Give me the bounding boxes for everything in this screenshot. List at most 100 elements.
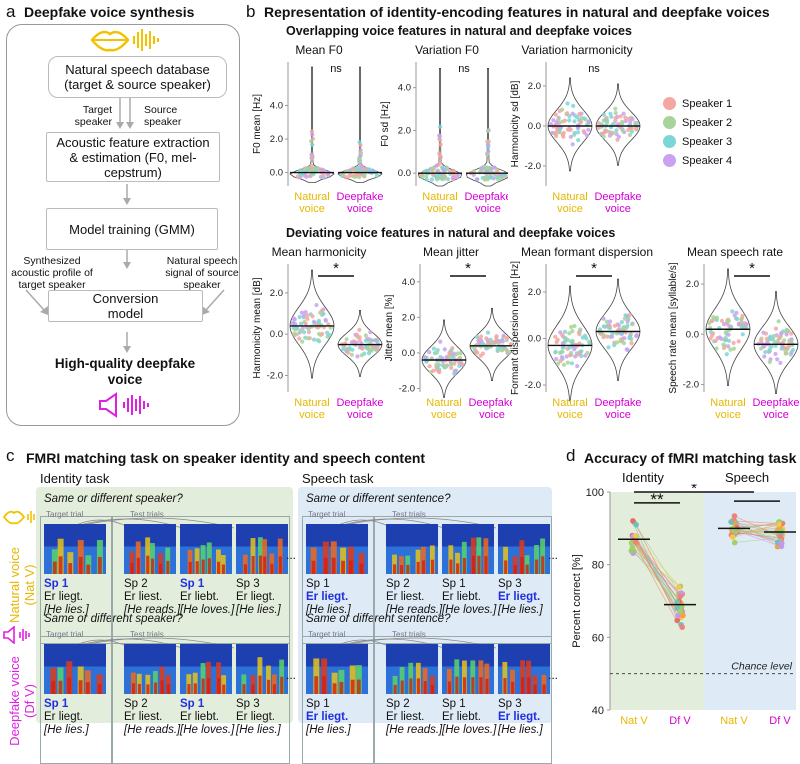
data-point bbox=[357, 157, 361, 161]
spectrogram bbox=[44, 524, 106, 574]
data-point bbox=[613, 107, 617, 111]
data-point bbox=[728, 519, 734, 525]
data-point bbox=[571, 142, 575, 146]
data-point bbox=[450, 346, 454, 350]
y-axis-label: Formant dispersion mean [Hz] bbox=[510, 261, 521, 395]
data-point bbox=[351, 167, 355, 171]
data-point bbox=[305, 317, 309, 321]
category-label: Natural bbox=[422, 191, 457, 203]
natural-signal-label: Natural speech signal of source speaker bbox=[160, 255, 244, 291]
category-label: voice bbox=[431, 409, 457, 421]
trial-translation: [He lies.] bbox=[498, 604, 568, 617]
data-point bbox=[432, 347, 436, 351]
legend-dot bbox=[663, 135, 676, 148]
data-point bbox=[622, 336, 626, 340]
spectrogram bbox=[180, 644, 232, 694]
arrow-2 bbox=[120, 250, 134, 270]
data-point bbox=[374, 348, 378, 352]
data-point bbox=[768, 335, 772, 339]
data-point bbox=[715, 346, 719, 350]
data-point bbox=[563, 119, 567, 123]
category-label: voice bbox=[299, 203, 325, 215]
y-axis-label: Jitter mean [%] bbox=[384, 294, 395, 361]
spectrogram-energy bbox=[431, 560, 434, 574]
lips-voice-icon bbox=[88, 26, 168, 54]
data-point bbox=[583, 354, 587, 358]
y-tick-label: 2.0 bbox=[686, 279, 699, 290]
spectrogram-energy bbox=[406, 565, 409, 574]
legend-label: Speaker 4 bbox=[682, 155, 732, 167]
trial-speaker: Sp 3 bbox=[236, 578, 306, 591]
category-label: Deepfake bbox=[752, 397, 799, 409]
trial-sentence: Er liegt. bbox=[306, 591, 376, 604]
data-point bbox=[427, 350, 431, 354]
y-tick-label: 0.0 bbox=[528, 121, 541, 132]
model-training-box: Model training (GMM) bbox=[46, 208, 218, 250]
chart-title: Mean harmonicity bbox=[272, 245, 367, 259]
data-point bbox=[569, 135, 573, 139]
data-point bbox=[448, 356, 452, 360]
y-tick-label: 2.0 bbox=[402, 312, 415, 323]
data-point bbox=[483, 178, 487, 182]
spectrogram-energy bbox=[53, 562, 57, 574]
speech-question-natural: Same or different sentence? bbox=[306, 493, 450, 505]
data-point bbox=[293, 328, 297, 332]
data-point bbox=[628, 120, 632, 124]
data-point bbox=[438, 340, 442, 344]
data-point bbox=[349, 173, 353, 177]
category-label: voice bbox=[557, 203, 583, 215]
violin-outline bbox=[548, 286, 592, 401]
spectrogram bbox=[386, 644, 438, 694]
data-point bbox=[576, 130, 580, 134]
spectrogram-energy bbox=[166, 561, 169, 574]
data-point bbox=[563, 336, 567, 340]
category-label: Natural bbox=[552, 397, 587, 409]
data-point bbox=[300, 340, 304, 344]
data-point bbox=[438, 176, 442, 180]
y-tick-label: -2.0 bbox=[399, 383, 415, 394]
data-point bbox=[444, 365, 448, 369]
spectrogram-energy bbox=[251, 685, 254, 694]
data-point bbox=[434, 174, 438, 178]
deviate-title: Deviating voice features in natural and … bbox=[286, 226, 615, 240]
spectrogram-energy bbox=[456, 563, 459, 574]
trial-ellipsis: ... bbox=[286, 548, 296, 562]
spectrogram-energy bbox=[58, 681, 62, 694]
spectrogram-energy bbox=[151, 559, 154, 574]
data-point bbox=[629, 341, 633, 345]
chart-variation-f0: Variation F00.02.04.0F0 sd [Hz]Naturalvo… bbox=[378, 40, 508, 220]
data-point bbox=[718, 335, 722, 339]
y-tick-label: 2.0 bbox=[270, 134, 283, 145]
data-point bbox=[565, 101, 569, 105]
spectrogram-energy bbox=[208, 558, 211, 574]
data-point bbox=[367, 351, 371, 355]
data-point bbox=[710, 333, 714, 337]
identity-question-natural: Same or different speaker? bbox=[44, 493, 183, 505]
category-label: voice bbox=[715, 409, 741, 421]
data-point bbox=[358, 335, 362, 339]
y-tick-label: 2.0 bbox=[270, 288, 283, 299]
data-point bbox=[779, 540, 785, 546]
trial-translation: [He lies.] bbox=[44, 724, 114, 737]
data-point bbox=[315, 167, 319, 171]
spectrogram-energy bbox=[244, 564, 247, 574]
data-point bbox=[494, 335, 498, 339]
data-point bbox=[602, 333, 606, 337]
data-point bbox=[327, 333, 331, 337]
spectrogram-energy bbox=[79, 680, 83, 694]
data-point bbox=[572, 347, 576, 351]
data-point bbox=[554, 350, 558, 354]
data-point bbox=[554, 113, 558, 117]
data-point bbox=[587, 120, 591, 124]
data-point bbox=[310, 164, 314, 168]
spectrogram-energy bbox=[267, 680, 270, 694]
data-point bbox=[434, 362, 438, 366]
target-speaker-label: Target speaker bbox=[52, 104, 112, 128]
data-point bbox=[730, 309, 734, 313]
data-point bbox=[779, 331, 783, 335]
y-axis-label: F0 mean [Hz] bbox=[252, 94, 263, 154]
deepfake-output-label: High-quality deepfake voice bbox=[50, 356, 200, 388]
data-point bbox=[555, 120, 559, 124]
data-point bbox=[460, 362, 464, 366]
